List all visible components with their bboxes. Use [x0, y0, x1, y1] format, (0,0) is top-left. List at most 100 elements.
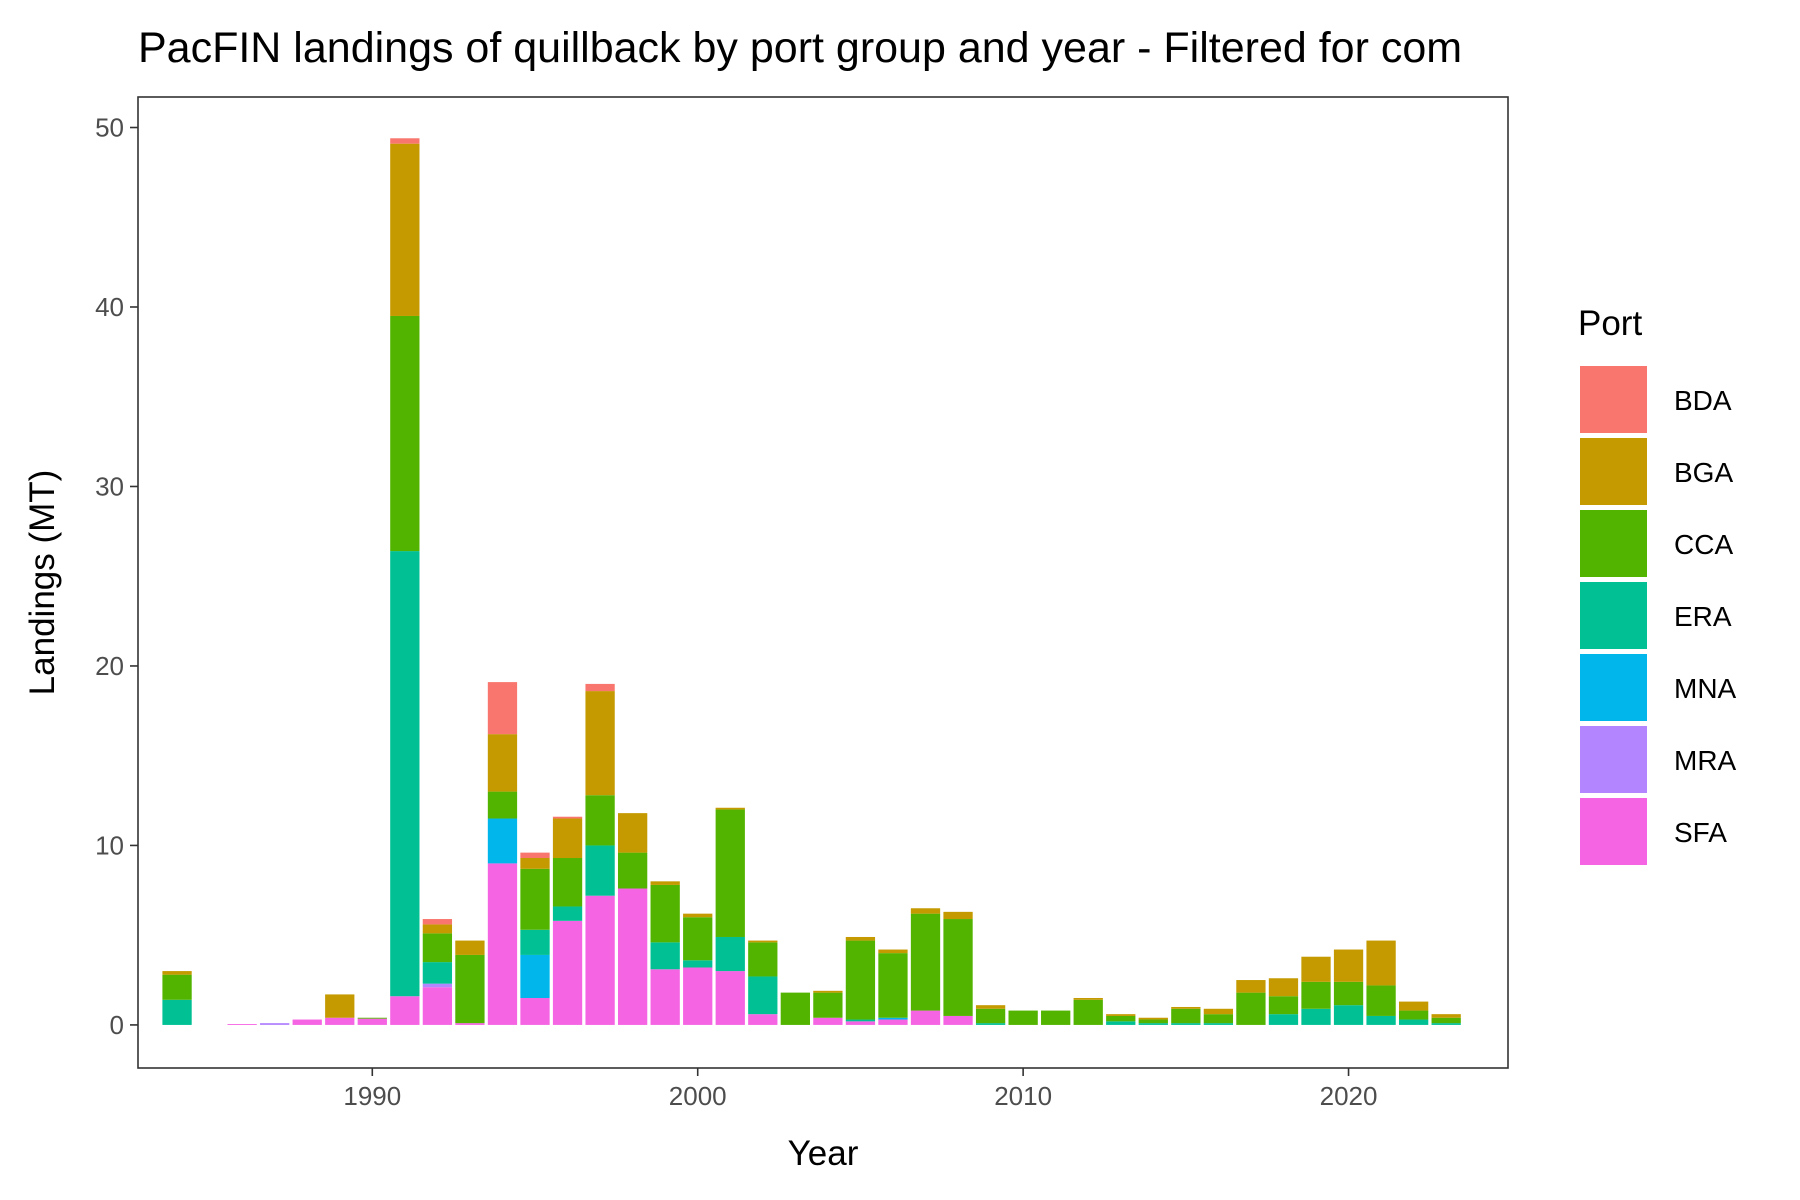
bar-segment-2020-cca — [1333, 981, 1364, 1006]
bar-segment-1993-bga — [455, 940, 485, 955]
plot-panel — [138, 97, 1508, 1068]
bar-segment-2008-bga — [943, 911, 973, 920]
bar-segment-1995-era — [520, 929, 550, 955]
bar-segment-1999-cca — [650, 884, 680, 943]
bar-segment-1996-cca — [552, 858, 583, 907]
bar-segment-1989-sfa — [325, 1017, 355, 1025]
bar-segment-1990-cca — [357, 1017, 387, 1019]
bar-segment-2000-cca — [683, 917, 713, 961]
legend-key-mra — [1580, 726, 1647, 793]
legend-key-bda — [1580, 366, 1647, 433]
bar-segment-1997-bga — [585, 691, 615, 796]
bar-segment-1992-mra — [422, 983, 453, 988]
bar-segment-1992-cca — [422, 933, 453, 963]
bar-segment-2001-bga — [715, 807, 745, 810]
bar-segment-2002-era — [748, 976, 778, 1015]
bar-segment-2006-sfa — [878, 1019, 908, 1025]
bar-segment-1992-bda — [422, 919, 453, 925]
bar-segment-2017-cca — [1236, 992, 1266, 1025]
bar-segment-1998-cca — [617, 852, 648, 889]
bar-segment-2016-cca — [1203, 1014, 1234, 1024]
plot-border — [137, 96, 1509, 1069]
bar-segment-1994-mna — [487, 818, 518, 864]
bar-segment-2000-bga — [683, 913, 713, 918]
y-tick-label-30: 30 — [95, 471, 124, 501]
bar-segment-2001-sfa — [715, 971, 745, 1025]
bar-segment-1999-bga — [650, 881, 680, 885]
bar-segment-2020-era — [1333, 1005, 1364, 1025]
y-axis-title: Landings (MT) — [23, 470, 62, 696]
legend-label-bga: BGA — [1674, 457, 1733, 488]
bar-segment-1984-bga — [162, 971, 192, 975]
bar-segment-2012-bga — [1073, 998, 1103, 1000]
y-tick-label-50: 50 — [95, 113, 124, 143]
bar-segment-2014-bga — [1138, 1017, 1168, 1020]
bar-segment-1989-bga — [325, 994, 355, 1018]
bar-segment-1993-sfa — [455, 1023, 485, 1025]
bar-segment-1997-era — [585, 845, 615, 896]
bar-segment-2006-mna — [878, 1017, 908, 1020]
bar-segment-2014-era — [1138, 1023, 1168, 1025]
bar-segment-2019-cca — [1301, 981, 1331, 1009]
bar-segment-1992-bga — [422, 924, 453, 934]
bar-segment-2022-bga — [1398, 1001, 1429, 1011]
y-tick-label-0: 0 — [110, 1010, 124, 1040]
bar-segment-2018-cca — [1268, 996, 1299, 1015]
bar-segment-2018-bga — [1268, 978, 1299, 997]
x-axis-title: Year — [788, 1134, 859, 1173]
legend-label-cca: CCA — [1674, 529, 1733, 560]
bar-segment-2019-era — [1301, 1008, 1331, 1025]
bar-segment-2003-cca — [780, 992, 810, 1025]
bar-segment-2015-bga — [1171, 1006, 1201, 1009]
bar-segment-2007-bga — [910, 908, 941, 914]
bar-segment-2005-bga — [845, 936, 876, 941]
bar-segment-2001-cca — [715, 809, 745, 937]
legend-key-bga — [1580, 438, 1647, 505]
legend-label-mna: MNA — [1674, 673, 1737, 704]
bar-segment-2023-era — [1431, 1023, 1461, 1025]
bar-segment-2000-era — [683, 960, 713, 968]
legend: Port BDA BGA CCA ERA MNA MRA SFA — [1578, 304, 1737, 865]
bar-segment-1999-sfa — [650, 969, 680, 1025]
bar-segment-2007-sfa — [910, 1010, 941, 1025]
legend-label-sfa: SFA — [1674, 817, 1727, 848]
bar-segment-2021-cca — [1366, 985, 1396, 1016]
bar-segment-1993-cca — [455, 954, 485, 1024]
bar-segment-1991-bda — [390, 138, 420, 144]
y-axis: 0 10 20 30 40 50 — [95, 113, 138, 1040]
bar-segment-1997-sfa — [585, 895, 615, 1025]
bar-segment-2017-bga — [1236, 980, 1266, 993]
bar-segment-1991-bga — [390, 143, 420, 316]
bar-segment-1992-sfa — [422, 987, 453, 1025]
bar-segment-1991-sfa — [390, 996, 420, 1025]
bar-segment-1995-bga — [520, 858, 550, 869]
bar-segment-1996-era — [552, 906, 583, 921]
legend-label-era: ERA — [1674, 601, 1732, 632]
bar-segment-2015-cca — [1171, 1008, 1201, 1024]
bar-segment-2013-bga — [1106, 1014, 1136, 1016]
bar-segment-2002-bga — [748, 940, 778, 943]
x-tick-label-2010: 2010 — [994, 1081, 1052, 1111]
y-tick-label-40: 40 — [95, 292, 124, 322]
x-tick-label-2000: 2000 — [669, 1081, 727, 1111]
bar-segment-2005-sfa — [845, 1021, 876, 1025]
bar-segment-2021-bga — [1366, 940, 1396, 986]
bar-segment-2020-bga — [1333, 949, 1364, 982]
legend-key-mna — [1580, 654, 1647, 721]
x-axis: 1990 2000 2010 2020 — [343, 1068, 1377, 1111]
bar-segment-1992-era — [422, 962, 453, 984]
bar-segment-2019-bga — [1301, 956, 1331, 982]
bar-segment-1998-bga — [617, 813, 648, 853]
legend-items: BDA BGA CCA ERA MNA MRA SFA — [1580, 366, 1737, 865]
bar-segment-1984-era — [162, 999, 192, 1025]
y-tick-label-20: 20 — [95, 651, 124, 681]
legend-key-cca — [1580, 510, 1647, 577]
bar-segment-2005-cca — [845, 940, 876, 1020]
legend-label-bda: BDA — [1674, 385, 1732, 416]
bar-segment-2008-cca — [943, 919, 973, 1016]
bar-segment-2010-cca — [1008, 1010, 1038, 1025]
bar-segment-1990-sfa — [357, 1018, 387, 1025]
bar-segment-1996-sfa — [552, 920, 583, 1025]
bar-segment-1995-mna — [520, 954, 550, 999]
